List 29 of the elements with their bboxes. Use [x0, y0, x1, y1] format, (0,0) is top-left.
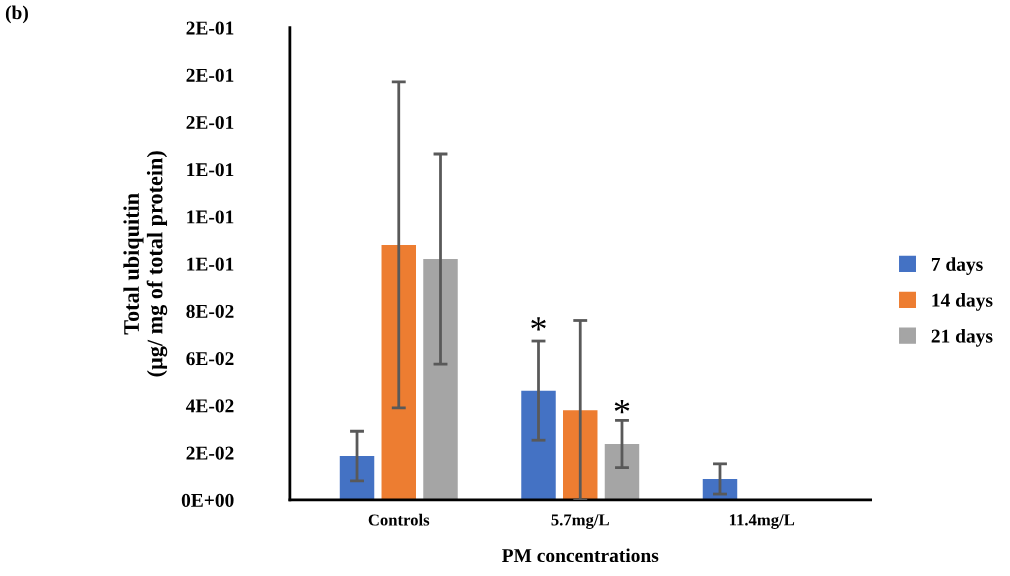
y-tick-label: 2E-01 — [186, 68, 234, 82]
y-tick-label: 2E-01 — [186, 115, 234, 130]
y-tick-label: 1E-01 — [187, 257, 234, 271]
x-tick-label: 11.4mg/L — [729, 514, 795, 529]
legend-label: 7 days — [931, 257, 983, 275]
bar — [604, 444, 640, 500]
text: (b) — [5, 5, 28, 24]
bar — [339, 456, 375, 500]
x-tick-label: 5.7mg/L — [551, 514, 609, 529]
y-tick-label: 6E-02 — [186, 352, 234, 366]
y-axis-title: Total ubiquitin (µg/ mg of total protein) — [123, 151, 168, 377]
y-tick-label: 2E-02 — [186, 446, 234, 460]
y-tick-label: 8E-02 — [186, 304, 234, 318]
bar — [563, 410, 598, 500]
legend-label: 14 days — [932, 293, 993, 311]
legend-label: 21 days — [931, 328, 993, 347]
x-axis-title: PM concentrations — [502, 548, 659, 563]
y-tick-label: 0E+00 — [181, 493, 234, 507]
y-tick-label: 2E-01 — [186, 21, 234, 35]
x-tick-label: Controls — [368, 513, 430, 526]
y-tick-label: 1E-01 — [187, 210, 234, 224]
y-tick-label: 1E-01 — [187, 163, 234, 177]
annotation: * — [531, 317, 546, 331]
bar — [702, 478, 738, 500]
y-tick-label: 4E-02 — [185, 399, 234, 413]
bar — [423, 259, 458, 500]
bar — [521, 390, 556, 500]
annotation: * — [614, 399, 630, 414]
bar — [381, 244, 416, 500]
